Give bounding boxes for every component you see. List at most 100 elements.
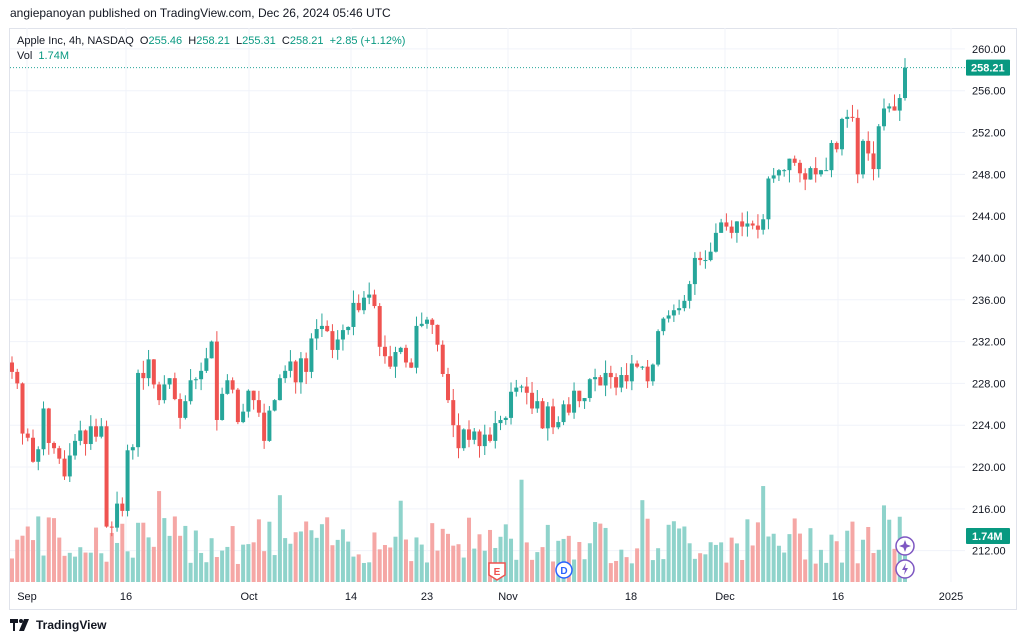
candle-body: [551, 406, 556, 428]
change-value: +2.85 (+1.12%): [329, 35, 406, 47]
candle-body: [424, 319, 429, 324]
volume-bar: [209, 538, 214, 582]
low-label: L: [235, 35, 243, 47]
volume-bar: [766, 536, 771, 582]
volume-bar: [235, 563, 240, 582]
candle-body: [803, 173, 808, 180]
candle-body: [540, 401, 545, 429]
candle-body: [41, 408, 46, 450]
earnings-marker-icon[interactable]: [488, 562, 506, 581]
candle-body: [246, 390, 251, 412]
candle-body: [519, 386, 524, 388]
volume-bar: [472, 548, 477, 582]
volume-bar: [335, 539, 340, 582]
candle-body: [535, 401, 540, 409]
candle-body: [109, 526, 114, 528]
candle-body: [839, 118, 844, 150]
candle-body: [288, 361, 293, 371]
volume-bar: [25, 526, 30, 582]
volume-bar: [246, 544, 251, 582]
volume-bar: [561, 538, 566, 582]
close-label: C: [281, 35, 290, 47]
volume-bar: [666, 524, 671, 582]
volume-bar: [855, 563, 860, 582]
footer-brand[interactable]: TradingView: [10, 618, 106, 632]
candle-body: [25, 433, 30, 438]
y-axis-tick-label: 236.00: [972, 295, 1006, 307]
sparkle-glyph-icon: [899, 540, 911, 552]
volume-bar: [83, 552, 88, 582]
candle-body: [346, 326, 351, 331]
candle-body: [419, 323, 424, 326]
candle-body: [382, 346, 387, 357]
volume-bar: [314, 537, 319, 582]
volume-bar: [78, 547, 83, 582]
volume-bar: [535, 552, 540, 582]
candle-body: [188, 380, 193, 402]
candle-body: [409, 362, 414, 368]
volume-bar: [367, 562, 372, 582]
candle-body: [414, 325, 419, 368]
candle-body: [62, 458, 67, 477]
open-value: 255.46: [148, 35, 183, 47]
volume-bar: [514, 559, 519, 582]
chart-panel[interactable]: [9, 28, 1017, 610]
candle-body: [603, 372, 608, 386]
volume-bar: [20, 535, 25, 582]
candle-body: [635, 363, 640, 367]
candle-body: [782, 170, 787, 172]
volume-bar: [635, 548, 640, 582]
volume-bar: [477, 534, 482, 582]
volume-bar: [703, 554, 708, 582]
volume-bar: [540, 547, 545, 582]
x-axis-tick-label: 16: [120, 591, 132, 603]
volume-bar: [220, 550, 225, 582]
volume-bar: [488, 529, 493, 582]
candle-body: [771, 175, 776, 179]
candle-body: [351, 302, 356, 327]
volume-bar: [551, 561, 556, 582]
volume-bar: [204, 562, 209, 582]
volume-bar: [719, 542, 724, 582]
candle-body: [314, 329, 319, 339]
candle-body: [598, 377, 603, 386]
earnings-marker-label: E: [494, 567, 501, 578]
candle-body: [897, 98, 902, 111]
candle-body: [509, 391, 514, 418]
candle-body: [903, 67, 907, 99]
candle-body: [850, 116, 855, 118]
candle-body: [682, 300, 687, 309]
y-axis-tick-label: 252.00: [972, 128, 1006, 140]
publisher-header: angiepanoyan published on TradingView.co…: [10, 6, 391, 20]
volume-bar: [556, 540, 561, 582]
candle-body: [162, 384, 167, 401]
tradingview-logo-icon: [10, 619, 29, 631]
candle-body: [99, 426, 104, 437]
volume-bar: [467, 517, 472, 582]
volume-bar: [871, 553, 876, 582]
volume-bar: [824, 562, 829, 582]
candle-body: [277, 378, 282, 401]
candle-body: [629, 363, 634, 382]
candle-body: [398, 347, 403, 353]
volume-bar: [566, 535, 571, 582]
volume-bar: [645, 518, 650, 582]
candle-body: [745, 223, 750, 227]
volume-bar: [745, 519, 750, 582]
candle-body: [503, 417, 508, 420]
candle-body: [545, 406, 550, 429]
volume-bar: [414, 537, 419, 582]
candle-body: [797, 162, 802, 174]
y-axis-tick-label: 228.00: [972, 378, 1006, 390]
volume-bar: [771, 533, 776, 582]
candle-body: [713, 232, 718, 252]
volume-bar: [834, 541, 839, 582]
volume-bar: [860, 539, 865, 582]
volume-bar: [115, 542, 120, 582]
volume-bar: [62, 555, 67, 582]
dividend-marker-icon[interactable]: [555, 561, 573, 579]
candle-body: [677, 308, 682, 311]
volume-bar: [445, 533, 450, 582]
candle-body: [241, 411, 246, 423]
